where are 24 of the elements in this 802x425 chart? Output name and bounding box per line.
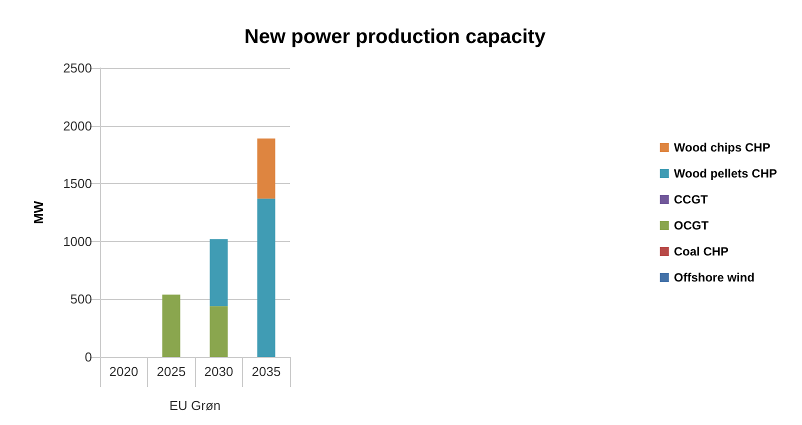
bar [210,239,228,306]
legend-label: CCGT [674,192,709,206]
x-tick-label: 2025 [156,364,186,379]
bar [210,306,228,357]
y-tick-label: 2000 [63,118,92,134]
y-axis-title: MW [31,200,46,224]
text: New power production capacity [244,26,546,48]
bar [257,198,276,357]
y-tick-label: 0 [84,350,92,364]
legend-label: Wood pellets CHP [674,166,778,180]
y-tick-label: 1500 [63,176,92,192]
legend-label: Coal CHP [674,244,729,258]
legend-label: Offshore wind [674,270,755,284]
y-tick-label: 2500 [63,60,92,76]
x-tick-label: 2030 [204,364,234,379]
x-axis-title: EU Grøn [169,398,221,413]
y-tick-label: 1000 [63,234,92,249]
x-tick-label: 2020 [109,364,138,379]
bar [257,138,276,199]
legend-label: Wood chips CHP [674,140,770,154]
bar [162,294,180,357]
legend-label: OCGT [674,218,710,232]
x-tick-label: 2035 [252,364,281,379]
y-tick-label: 500 [70,292,92,307]
